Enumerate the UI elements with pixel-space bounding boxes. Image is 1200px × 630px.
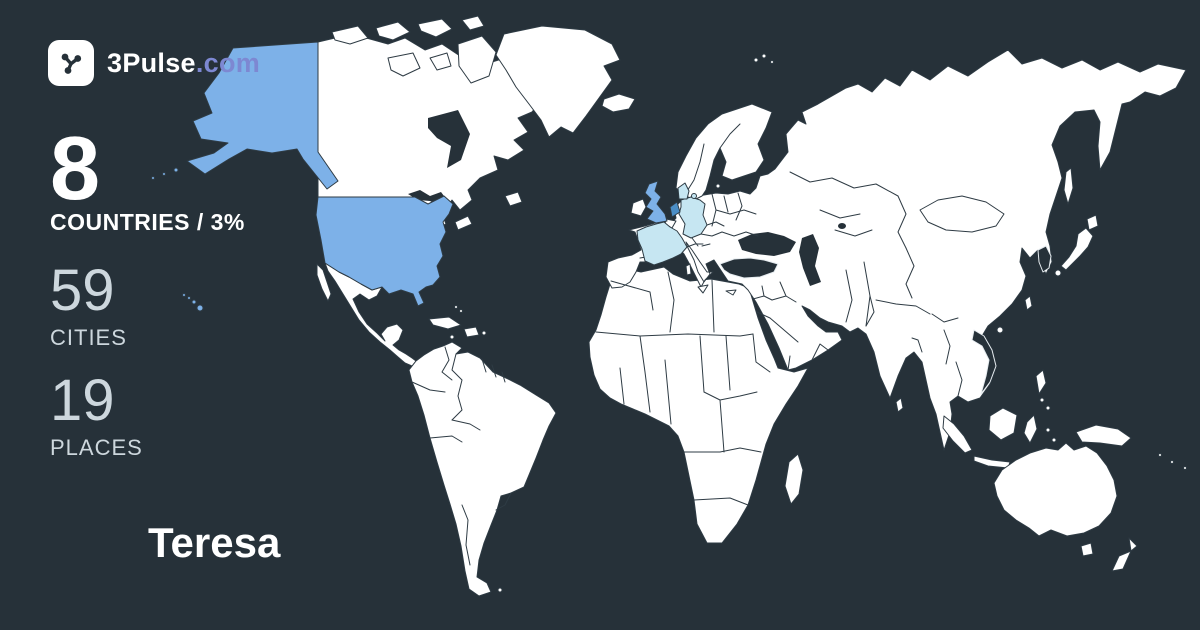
brand-tld: .com — [195, 47, 261, 78]
map-denmark — [677, 182, 690, 200]
map-france — [636, 221, 688, 266]
map-usa-alaska — [186, 41, 339, 190]
map-caspian-sea — [799, 234, 821, 286]
map-germany — [678, 196, 708, 239]
map-greenland — [495, 25, 621, 138]
brand-logo-icon — [48, 40, 94, 86]
map-mexico — [324, 262, 417, 367]
map-scandinavia — [675, 103, 773, 201]
places-label: PLACES — [50, 435, 143, 460]
map-netherlands — [669, 201, 681, 218]
brand-logo: 3Pulse.com — [48, 40, 260, 86]
map-vietnam — [971, 329, 997, 395]
brand-wordmark: 3Pulse.com — [107, 48, 260, 79]
brand-name: 3Pulse — [107, 47, 196, 78]
cities-count: 59 — [50, 258, 115, 323]
map-uk — [644, 180, 668, 224]
user-name: Teresa — [148, 519, 281, 566]
map-turkey — [719, 257, 779, 279]
map-korea — [1037, 245, 1052, 273]
map-australia — [993, 442, 1118, 537]
map-hudson-bay — [428, 110, 470, 168]
map-canada — [317, 33, 543, 231]
places-count: 19 — [50, 368, 115, 433]
map-usa — [315, 195, 454, 307]
map-black-sea — [738, 232, 796, 256]
countries-label: COUNTRIES / 3% — [50, 209, 245, 235]
map-usa-hawaii — [182, 293, 204, 312]
pulse-molecule-icon — [61, 53, 82, 74]
map-eurasia — [605, 49, 1187, 451]
countries-count: 8 — [50, 119, 101, 219]
cities-label: CITIES — [50, 325, 127, 350]
map-south-america — [408, 341, 557, 597]
